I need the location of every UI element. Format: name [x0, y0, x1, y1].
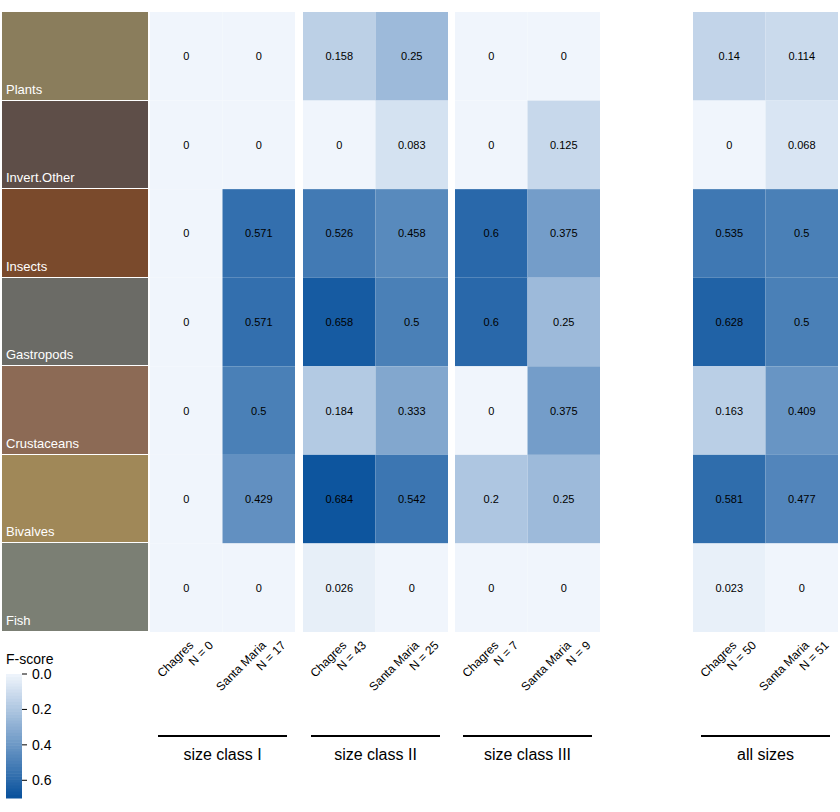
svg-text:0.25: 0.25 — [553, 316, 574, 328]
svg-text:0.581: 0.581 — [715, 493, 743, 505]
svg-text:0.158: 0.158 — [325, 50, 353, 62]
svg-text:0.2: 0.2 — [32, 701, 52, 717]
svg-text:F-score: F-score — [6, 651, 54, 667]
svg-text:0: 0 — [256, 50, 262, 62]
svg-text:0.6: 0.6 — [32, 772, 52, 788]
svg-text:0: 0 — [561, 582, 567, 594]
svg-text:0.026: 0.026 — [325, 582, 353, 594]
svg-text:0.571: 0.571 — [245, 227, 273, 239]
html-text:Gastropods: Gastropods — [6, 347, 74, 363]
svg-text:ChagresN = 50: ChagresN = 50 — [697, 628, 759, 690]
html-text:Insects: Insects — [6, 258, 48, 274]
html-text:Crustaceans: Crustaceans — [6, 435, 79, 451]
svg-text:0: 0 — [488, 582, 494, 594]
svg-text:0.571: 0.571 — [245, 316, 273, 328]
svg-text:0.125: 0.125 — [550, 139, 578, 151]
svg-text:0.542: 0.542 — [398, 493, 426, 505]
svg-text:0.083: 0.083 — [398, 139, 426, 151]
html-text:Fish: Fish — [6, 613, 31, 628]
svg-text:0.477: 0.477 — [788, 493, 816, 505]
svg-text:0.5: 0.5 — [794, 227, 809, 239]
svg-text:0.184: 0.184 — [325, 405, 353, 417]
svg-text:0: 0 — [336, 139, 342, 151]
svg-text:size class I: size class I — [183, 746, 261, 763]
svg-text:0.684: 0.684 — [325, 493, 353, 505]
svg-text:0.429: 0.429 — [245, 493, 273, 505]
svg-text:0.375: 0.375 — [550, 227, 578, 239]
svg-text:0.375: 0.375 — [550, 405, 578, 417]
svg-text:0.0: 0.0 — [32, 666, 52, 682]
svg-text:0.333: 0.333 — [398, 405, 426, 417]
svg-text:0: 0 — [409, 582, 415, 594]
html-text:Plants: Plants — [6, 81, 43, 97]
svg-text:0.14: 0.14 — [719, 50, 740, 62]
svg-text:all sizes: all sizes — [737, 746, 794, 763]
svg-text:0: 0 — [183, 227, 189, 239]
svg-text:0.526: 0.526 — [325, 227, 353, 239]
svg-text:0.5: 0.5 — [794, 316, 809, 328]
svg-text:0.658: 0.658 — [325, 316, 353, 328]
svg-text:0.25: 0.25 — [553, 493, 574, 505]
svg-text:0.068: 0.068 — [788, 139, 816, 151]
svg-text:0.5: 0.5 — [404, 316, 419, 328]
svg-text:Santa MariaN = 17: Santa MariaN = 17 — [213, 628, 289, 704]
svg-text:0.163: 0.163 — [715, 405, 743, 417]
svg-text:0.5: 0.5 — [251, 405, 266, 417]
svg-text:Santa MariaN = 25: Santa MariaN = 25 — [366, 628, 442, 704]
svg-text:0.4: 0.4 — [32, 737, 52, 753]
svg-text:0: 0 — [183, 405, 189, 417]
svg-text:ChagresN = 43: ChagresN = 43 — [307, 628, 369, 690]
svg-text:0.458: 0.458 — [398, 227, 426, 239]
svg-text:size class III: size class III — [484, 746, 571, 763]
svg-text:size class II: size class II — [334, 746, 417, 763]
svg-text:0.409: 0.409 — [788, 405, 816, 417]
html-text:Invert.Other: Invert.Other — [6, 170, 75, 186]
html-text:Bivalves: Bivalves — [6, 524, 55, 540]
svg-text:0: 0 — [183, 493, 189, 505]
svg-text:0.114: 0.114 — [788, 50, 815, 62]
svg-text:0.023: 0.023 — [715, 582, 743, 594]
svg-text:Santa MariaN = 51: Santa MariaN = 51 — [756, 628, 832, 704]
svg-text:0: 0 — [488, 50, 494, 62]
svg-text:0.2: 0.2 — [484, 493, 499, 505]
svg-text:0: 0 — [256, 139, 262, 151]
svg-text:Santa MariaN = 9: Santa MariaN = 9 — [518, 628, 594, 704]
svg-text:0: 0 — [488, 405, 494, 417]
svg-text:0: 0 — [561, 50, 567, 62]
svg-text:0.25: 0.25 — [401, 50, 422, 62]
svg-text:0.535: 0.535 — [715, 227, 743, 239]
svg-text:0: 0 — [183, 139, 189, 151]
svg-text:0: 0 — [256, 582, 262, 594]
svg-text:0.6: 0.6 — [484, 227, 499, 239]
svg-text:0: 0 — [183, 50, 189, 62]
svg-text:ChagresN = 0: ChagresN = 0 — [154, 628, 216, 690]
svg-text:0: 0 — [799, 582, 805, 594]
svg-text:ChagresN = 7: ChagresN = 7 — [459, 628, 521, 690]
svg-text:0: 0 — [726, 139, 732, 151]
svg-text:0: 0 — [183, 316, 189, 328]
svg-text:0.628: 0.628 — [715, 316, 743, 328]
svg-text:0: 0 — [183, 582, 189, 594]
svg-text:0: 0 — [488, 139, 494, 151]
svg-text:0.6: 0.6 — [484, 316, 499, 328]
